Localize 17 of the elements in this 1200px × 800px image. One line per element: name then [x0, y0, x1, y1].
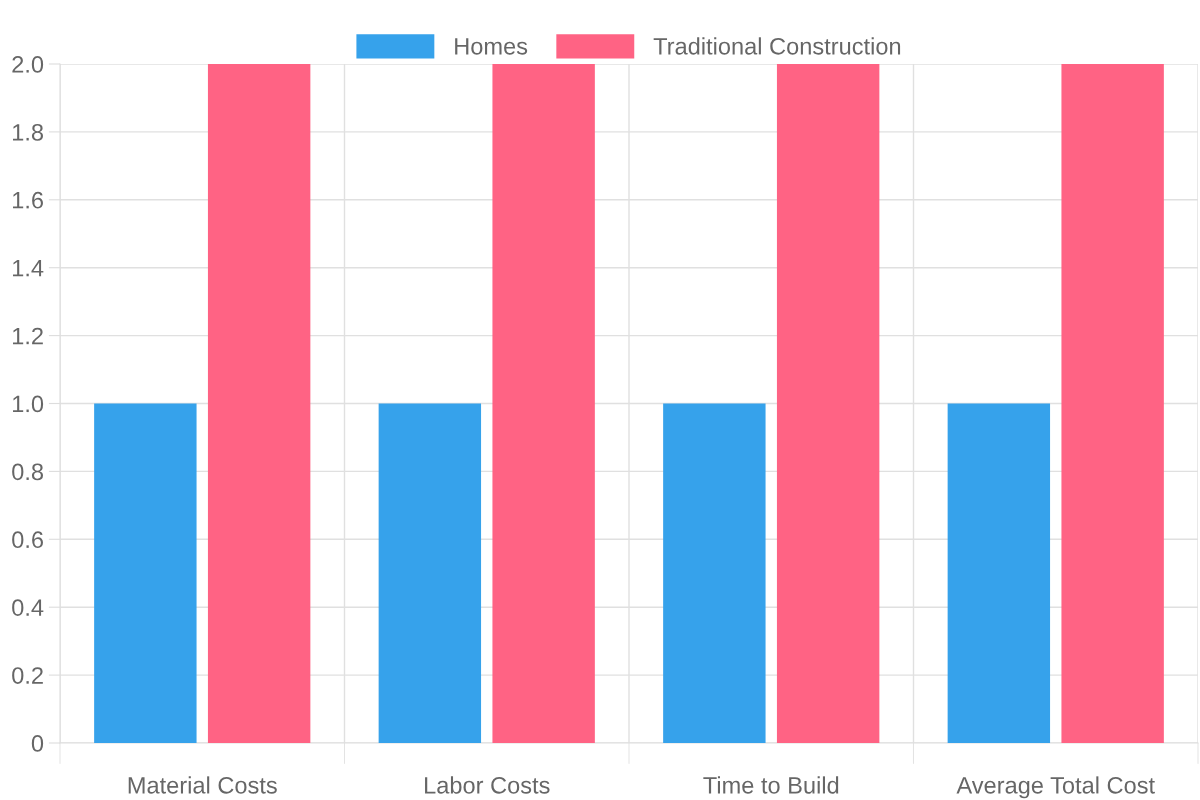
y-tick-label: 1.2 — [13, 327, 43, 345]
x-tick-label: Labor Costs — [425, 776, 550, 794]
x-tick-label: Average Total Cost — [956, 776, 1155, 799]
x-tick-label: Time to Build — [703, 776, 839, 794]
y-tick-label: 0.6 — [12, 531, 43, 549]
legend-label: Traditional Construction — [653, 37, 901, 55]
y-tick-label: 1.8 — [13, 123, 43, 141]
y-tick-label: 0 — [31, 735, 44, 752]
y-tick-label: 1.0 — [13, 395, 44, 413]
legend-label: Homes — [455, 38, 528, 55]
x-tick-label: Material Costs — [128, 776, 277, 794]
y-tick-label: 1.6 — [13, 191, 43, 209]
y-tick-label: 0.2 — [12, 667, 43, 684]
y-tick-label: 0.8 — [12, 463, 43, 481]
y-tick-label: 2.0 — [12, 56, 44, 73]
y-tick-label: 0.4 — [12, 599, 44, 616]
y-tick-label: 1.4 — [13, 260, 44, 277]
